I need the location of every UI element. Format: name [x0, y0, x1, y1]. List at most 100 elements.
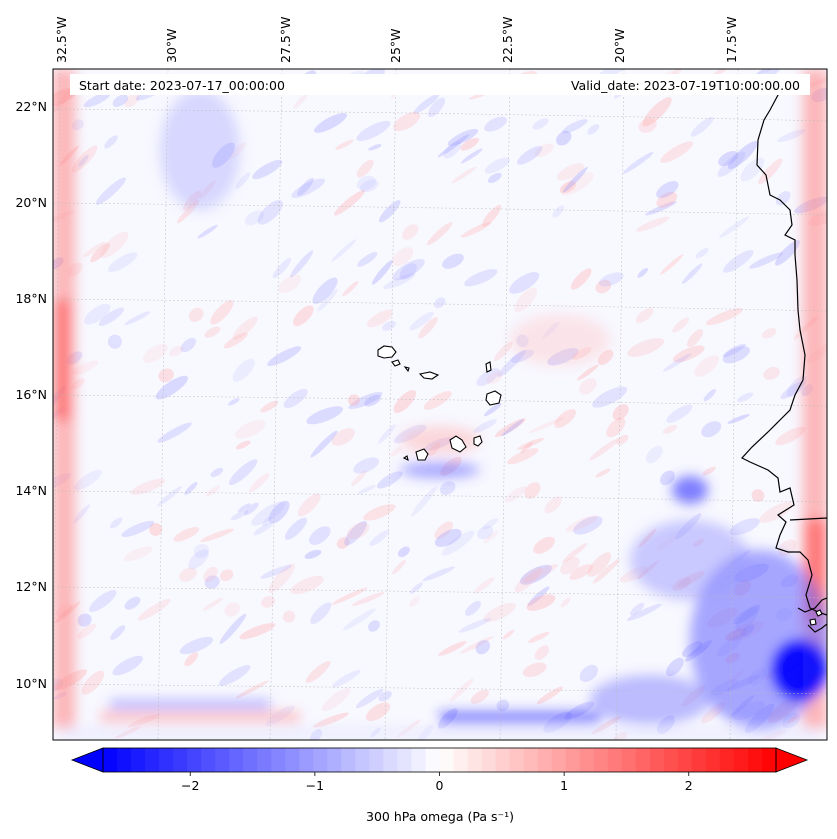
- colorbar-step: [411, 748, 427, 772]
- omega-descent-blob: [534, 645, 550, 660]
- omega-ascent-blob: [228, 398, 240, 406]
- omega-descent-blob: [418, 317, 438, 339]
- colorbar-step: [299, 748, 314, 772]
- omega-ascent-blob: [368, 144, 382, 151]
- omega-descent-blob: [313, 712, 349, 728]
- omega-descent-blob: [282, 610, 296, 623]
- omega-descent-blob: [502, 629, 515, 640]
- colorbar-tick-label: −2: [181, 778, 199, 793]
- omega-ascent-blob: [155, 375, 188, 400]
- omega-descent-blob: [560, 597, 571, 608]
- omega-ascent-blob: [532, 118, 549, 130]
- omega-ascent-blob: [121, 520, 155, 537]
- colorbar-step: [145, 748, 160, 772]
- colorbar-step: [453, 748, 469, 772]
- island-maio: [473, 435, 483, 447]
- omega-descent-blob: [438, 641, 467, 656]
- omega-ascent-blob: [777, 129, 806, 143]
- omega-ascent-blob: [371, 260, 393, 285]
- omega-ascent-blob: [527, 586, 550, 607]
- omega-descent-blob: [235, 440, 251, 450]
- omega-ascent-blob: [729, 518, 760, 536]
- omega-descent-blob: [612, 404, 629, 421]
- omega-ascent-blob: [290, 250, 314, 278]
- omega-field-map: [53, 69, 827, 740]
- omega-ascent-blob: [251, 501, 285, 526]
- omega-descent-blob: [173, 527, 200, 542]
- colorbar-step: [257, 748, 272, 772]
- omega-ascent-blob: [310, 602, 332, 625]
- island-santa-luzia: [403, 366, 410, 373]
- omega-descent-blob: [71, 360, 99, 376]
- omega-ascent-blob: [344, 520, 367, 546]
- omega-ascent-blob: [666, 657, 684, 677]
- omega-descent-blob: [528, 631, 550, 643]
- omega-descent-blob: [260, 400, 279, 413]
- colorbar-step: [397, 748, 413, 772]
- omega-descent-blob: [460, 137, 480, 151]
- omega-ascent-blob: [312, 277, 338, 305]
- omega-descent-blob: [507, 448, 539, 465]
- island-bijagos-2: [809, 618, 817, 626]
- omega-descent-blob: [534, 143, 554, 157]
- omega-descent-blob: [662, 424, 678, 434]
- colorbar-step: [649, 748, 665, 772]
- omega-ascent-blob: [253, 522, 274, 536]
- omega-descent-blob: [556, 163, 585, 181]
- omega-ascent-blob: [434, 528, 462, 547]
- omega-descent-blob: [524, 482, 541, 499]
- omega-descent-blob: [90, 243, 110, 263]
- omega-descent-blob: [761, 328, 777, 339]
- colorbar-step: [481, 748, 497, 772]
- omega-ascent-blob: [244, 210, 264, 226]
- omega-descent-blob: [392, 559, 406, 575]
- omega-descent-blob: [775, 426, 806, 446]
- omega-ascent-blob: [626, 603, 662, 621]
- colorbar-step: [173, 748, 188, 772]
- omega-ascent-blob: [422, 566, 455, 582]
- omega-descent-blob: [638, 118, 657, 133]
- omega-features: [53, 69, 827, 740]
- omega-descent-blob: [393, 111, 421, 132]
- omega-ascent-blob: [306, 406, 344, 425]
- omega-ascent-blob: [718, 150, 739, 167]
- colorbar-step: [425, 748, 441, 772]
- colorbar-step: [285, 748, 300, 772]
- omega-ascent-blob: [210, 467, 224, 478]
- colorbar-step: [705, 748, 721, 772]
- omega-ascent-blob: [369, 530, 389, 547]
- omega-ascent-blob: [476, 368, 500, 387]
- omega-descent-blob: [520, 441, 533, 454]
- omega-descent-blob: [204, 326, 221, 338]
- omega-descent-blob: [706, 308, 743, 326]
- omega-ascent-blob: [736, 392, 754, 403]
- omega-ascent-blob: [645, 445, 663, 464]
- colorbar-extend-max: [775, 747, 809, 773]
- omega-ascent-blob: [441, 530, 475, 556]
- island-santiago: [449, 435, 467, 453]
- omega-descent-blob: [363, 504, 396, 521]
- omega-ascent-blob: [232, 358, 255, 382]
- colorbar-step: [761, 748, 777, 772]
- omega-ascent-blob: [701, 421, 722, 438]
- omega-descent-blob: [365, 702, 391, 722]
- omega-descent-blob: [577, 364, 599, 381]
- omega-ascent-blob: [193, 543, 210, 558]
- omega-ascent-blob: [104, 135, 118, 149]
- omega-ascent-blob: [573, 516, 603, 535]
- omega-ascent-blob: [703, 389, 716, 402]
- omega-descent-blob: [293, 305, 314, 327]
- omega-ascent-blob: [563, 166, 588, 193]
- colorbar-step: [677, 748, 693, 772]
- omega-descent-blob: [210, 300, 234, 325]
- omega-descent-blob: [305, 661, 331, 683]
- omega-ascent-blob: [753, 69, 775, 77]
- omega-ascent-blob: [110, 625, 126, 640]
- islands: [377, 345, 823, 626]
- omega-descent-blob: [450, 678, 474, 702]
- colorbar-step: [719, 748, 735, 772]
- omega-descent-blob: [565, 515, 598, 532]
- omega-descent-blob: [335, 139, 354, 150]
- omega-descent-blob: [595, 279, 612, 294]
- omega-descent-blob: [560, 172, 594, 196]
